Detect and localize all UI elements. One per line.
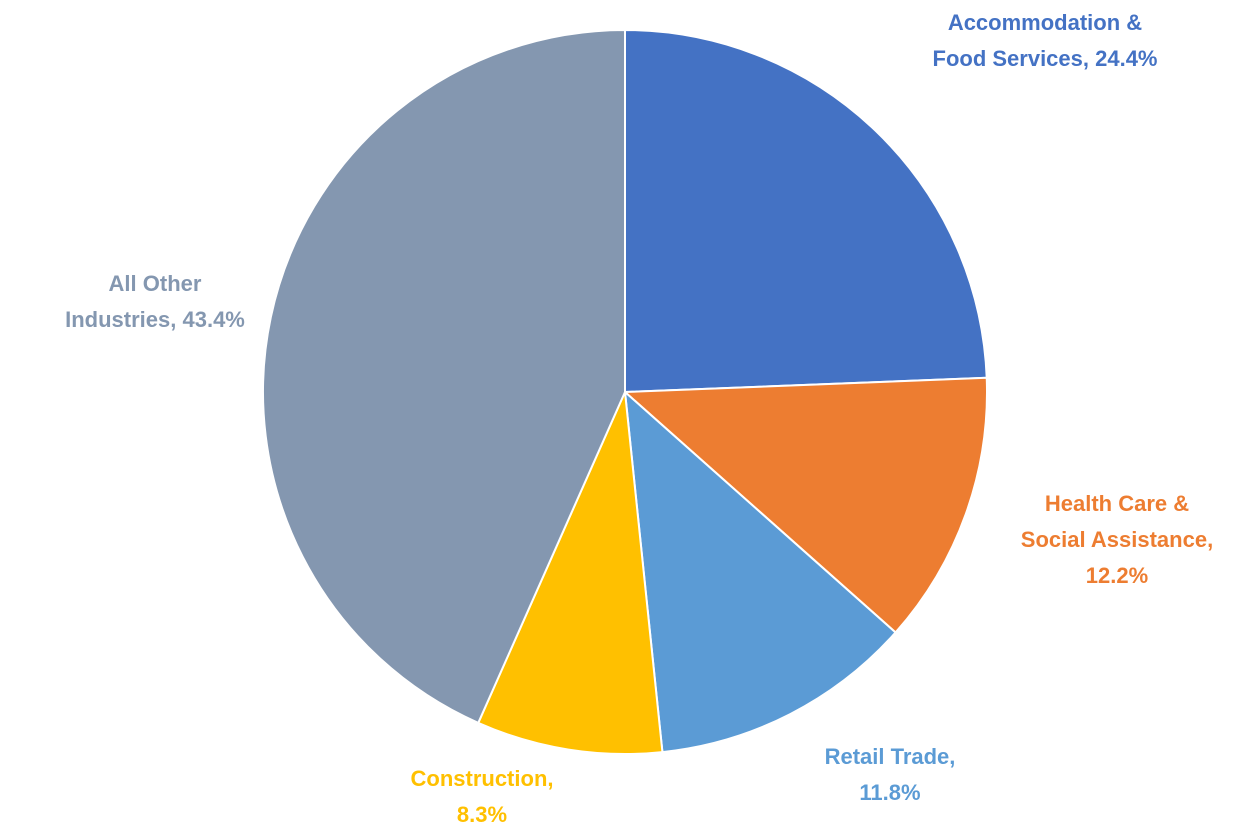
data-label-line: 8.3% — [457, 802, 507, 827]
data-label-line: Retail Trade, — [825, 744, 956, 769]
data-label-line: Construction, — [411, 766, 554, 791]
data-label-line: 11.8% — [859, 780, 920, 805]
pie-slice — [622, 376, 988, 634]
pie-slice — [262, 28, 626, 725]
data-label-line: 12.2% — [1086, 563, 1148, 588]
data-label: All Other Industries, 43.4% — [65, 271, 245, 332]
data-label: Construction, 8.3% — [411, 766, 554, 827]
data-label: Health Care & Social Assistance, 12.2% — [1021, 491, 1213, 588]
data-label-line: All Other — [109, 271, 202, 296]
data-label: Retail Trade, 11.8% — [825, 744, 956, 805]
pie-slice — [476, 388, 664, 755]
data-label: Accommodation & Food Services, 24.4% — [933, 10, 1158, 71]
data-label-line: Health Care & — [1045, 491, 1189, 516]
data-label-line: Industries, 43.4% — [65, 307, 245, 332]
data-label-line: Food Services, 24.4% — [933, 46, 1158, 71]
pie-slice — [623, 389, 897, 754]
pie-slice — [624, 28, 988, 394]
data-label-line: Accommodation & — [948, 10, 1142, 35]
data-label-line: Social Assistance, — [1021, 527, 1213, 552]
